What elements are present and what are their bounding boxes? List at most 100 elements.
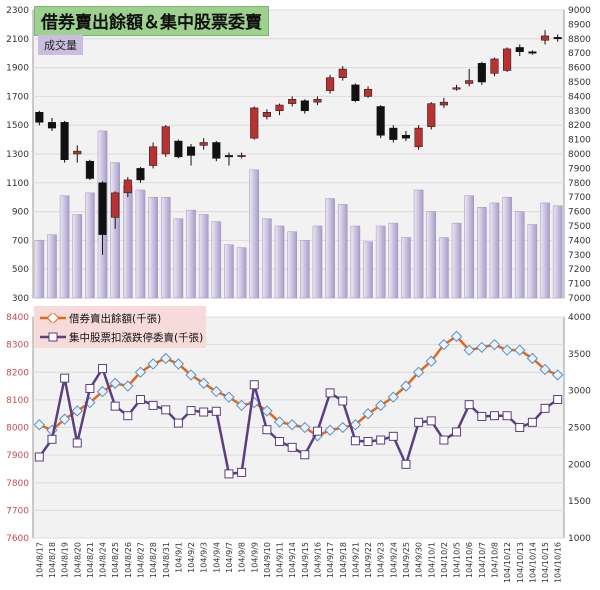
sell-point xyxy=(376,435,386,445)
x-tick-label: 104/9/23 xyxy=(377,542,386,578)
x-tick-label: 104/9/3 xyxy=(200,542,209,573)
sell-point xyxy=(312,426,322,436)
lending-point xyxy=(33,419,45,431)
bottom-left-tick-label: 8400 xyxy=(6,313,29,323)
x-tick-label: 104/8/18 xyxy=(48,542,57,578)
volume-bar xyxy=(211,221,222,299)
x-tick-label: 104/8/20 xyxy=(73,542,82,578)
lending-point xyxy=(400,380,412,392)
sell-point xyxy=(540,403,550,413)
candle-down xyxy=(300,100,309,112)
volume-bar xyxy=(274,225,285,299)
bottom-left-tick-label: 7700 xyxy=(6,506,29,516)
candle-up xyxy=(490,58,499,74)
top-right-tick-label: 7900 xyxy=(568,164,591,174)
volume-bar xyxy=(173,218,184,299)
sell-point xyxy=(350,436,360,446)
lending-point xyxy=(286,419,298,431)
top-right-tick-label: 8000 xyxy=(568,150,591,160)
candle-down xyxy=(224,155,234,158)
lending-point xyxy=(526,352,539,365)
top-right-tick-label: 8200 xyxy=(568,121,591,131)
x-tick-label: 104/10/2 xyxy=(440,542,449,578)
top-right-tick-label: 8700 xyxy=(568,49,591,59)
x-tick-label: 104/8/26 xyxy=(124,542,133,578)
volume-bar xyxy=(249,169,260,299)
sell-point xyxy=(262,425,272,435)
lending-point xyxy=(362,408,374,420)
candle-down xyxy=(553,37,562,40)
lending-point xyxy=(223,391,235,403)
volume-bar xyxy=(198,214,209,299)
volume-bar xyxy=(325,198,335,299)
bottom-right-tick-label: 1000 xyxy=(568,534,591,544)
x-tick-label: 104/9/21 xyxy=(351,542,360,578)
volume-bar xyxy=(350,225,361,299)
top-right-tick-label: 8100 xyxy=(568,136,591,146)
sell-point xyxy=(464,400,474,410)
lending-point xyxy=(147,358,159,370)
volume-bar xyxy=(375,225,386,299)
sell-point xyxy=(287,442,297,452)
x-tick-label: 104/8/27 xyxy=(136,542,145,578)
x-tick-label: 104/9/14 xyxy=(288,542,297,578)
x-tick-label: 104/9/15 xyxy=(301,542,310,578)
lending-point xyxy=(438,338,450,351)
candle-up xyxy=(503,48,512,71)
x-tick-label: 104/9/2 xyxy=(187,542,196,573)
x-tick-label: 104/8/31 xyxy=(162,542,171,578)
candle-down xyxy=(528,51,537,54)
x-tick-label: 104/8/21 xyxy=(86,542,95,578)
bottom-right-tick-label: 2500 xyxy=(568,424,591,434)
candle-up xyxy=(288,99,297,104)
candle-down xyxy=(174,140,183,158)
sell-point xyxy=(47,434,57,444)
sell-point xyxy=(477,411,487,421)
candle-up xyxy=(326,77,335,91)
candle-up xyxy=(123,179,132,194)
chart-title: 借券賣出餘額＆集中股票委賣 xyxy=(34,6,269,36)
lending-point xyxy=(235,399,248,412)
sell-point xyxy=(502,411,512,421)
top-right-tick-label: 7700 xyxy=(568,193,591,203)
candle-up xyxy=(439,101,448,106)
x-tick-label: 104/10/16 xyxy=(554,542,563,583)
volume-bar xyxy=(552,205,563,299)
candle-down xyxy=(186,146,196,156)
top-left-tick-label: 2100 xyxy=(6,35,29,45)
volume-bar xyxy=(148,196,158,299)
top-left-tick-label: 500 xyxy=(12,265,29,275)
lending-point xyxy=(514,344,526,356)
sell-point xyxy=(414,417,424,427)
volume-label: 成交量 xyxy=(38,35,83,55)
candle-down xyxy=(351,84,360,101)
lending-point xyxy=(198,377,210,389)
top-left-tick-label: 2300 xyxy=(6,6,29,16)
legend-label-sell: 集中股票扣漲跌停委賣(千張) xyxy=(69,331,204,344)
bottom-left-tick-label: 8300 xyxy=(6,341,29,351)
bottom-left-tick-label: 7900 xyxy=(6,451,29,461)
candle-up xyxy=(199,142,208,146)
lending-point xyxy=(122,380,134,392)
sell-point xyxy=(527,417,537,427)
sell-point xyxy=(388,431,398,441)
sell-point xyxy=(110,401,120,411)
x-tick-label: 104/10/7 xyxy=(478,542,487,578)
x-tick-label: 104/9/16 xyxy=(313,542,322,578)
sell-point xyxy=(426,416,436,426)
top-right-tick-label: 7100 xyxy=(568,280,591,290)
legend-label-lending: 借券賣出餘額(千張) xyxy=(69,312,162,325)
volume-bar xyxy=(337,204,348,299)
volume-bar xyxy=(464,195,474,299)
top-left-tick-label: 1100 xyxy=(6,179,29,189)
candle-down xyxy=(401,135,411,139)
bottom-left-tick-label: 7600 xyxy=(6,534,29,544)
x-tick-label: 104/9/30 xyxy=(415,542,424,578)
bottom-right-tick-label: 4000 xyxy=(568,313,591,323)
x-tick-label: 104/9/11 xyxy=(276,542,285,578)
volume-bar xyxy=(59,195,70,299)
sell-point xyxy=(515,423,525,432)
lending-point xyxy=(412,366,425,378)
volume-bar xyxy=(413,189,424,299)
legend: 借券賣出餘額(千張) 集中股票扣漲跌停委賣(千張) xyxy=(34,306,206,348)
